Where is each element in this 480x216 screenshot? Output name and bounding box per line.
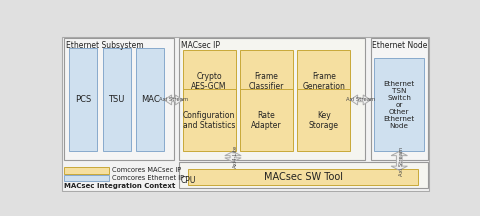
Text: Key
Storage: Key Storage — [309, 111, 339, 130]
FancyBboxPatch shape — [62, 37, 430, 191]
Polygon shape — [391, 151, 408, 170]
FancyBboxPatch shape — [371, 38, 428, 160]
Polygon shape — [350, 95, 371, 105]
Text: MACsec SW Tool: MACsec SW Tool — [264, 172, 343, 182]
Text: Configuration
and Statistics: Configuration and Statistics — [183, 111, 235, 130]
FancyBboxPatch shape — [179, 162, 428, 188]
FancyBboxPatch shape — [64, 175, 109, 181]
FancyBboxPatch shape — [188, 169, 418, 185]
Text: PCS: PCS — [75, 95, 91, 104]
FancyBboxPatch shape — [297, 50, 350, 112]
Text: Rate
Adapter: Rate Adapter — [251, 111, 282, 130]
FancyBboxPatch shape — [297, 89, 350, 151]
Text: CPU: CPU — [181, 176, 196, 185]
Text: TSU: TSU — [108, 95, 125, 104]
Text: Axi Stream: Axi Stream — [346, 97, 375, 102]
FancyBboxPatch shape — [374, 58, 424, 151]
FancyBboxPatch shape — [240, 50, 293, 112]
FancyBboxPatch shape — [183, 50, 236, 112]
FancyBboxPatch shape — [103, 48, 131, 151]
Text: MACsec Integration Context: MACsec Integration Context — [64, 183, 176, 189]
Text: Axi Stream: Axi Stream — [159, 97, 188, 102]
Polygon shape — [225, 151, 241, 162]
Text: MAC: MAC — [141, 95, 159, 104]
FancyBboxPatch shape — [240, 89, 293, 151]
Polygon shape — [164, 95, 183, 105]
FancyBboxPatch shape — [136, 48, 164, 151]
Text: Axi4-Lite: Axi4-Lite — [233, 145, 238, 168]
FancyBboxPatch shape — [64, 38, 174, 160]
Text: Ethernet
TSN
Switch
or
Other
Ethernet
Node: Ethernet TSN Switch or Other Ethernet No… — [384, 81, 415, 129]
FancyBboxPatch shape — [64, 167, 109, 174]
Text: MACsec IP: MACsec IP — [181, 41, 220, 50]
Text: Comcores MACsec IP: Comcores MACsec IP — [112, 167, 181, 173]
Text: Frame
Classifier: Frame Classifier — [249, 71, 284, 91]
Text: Axi Stream: Axi Stream — [399, 146, 404, 176]
Text: Ethernet Node: Ethernet Node — [372, 41, 428, 50]
FancyBboxPatch shape — [179, 38, 365, 160]
FancyBboxPatch shape — [69, 48, 97, 151]
Text: Comcores Ethernet IP: Comcores Ethernet IP — [112, 175, 184, 181]
Text: Crypto
AES-GCM: Crypto AES-GCM — [192, 71, 227, 91]
Text: Frame
Generation: Frame Generation — [302, 71, 345, 91]
Text: Ethernet Subsystem: Ethernet Subsystem — [66, 41, 144, 50]
FancyBboxPatch shape — [183, 89, 236, 151]
